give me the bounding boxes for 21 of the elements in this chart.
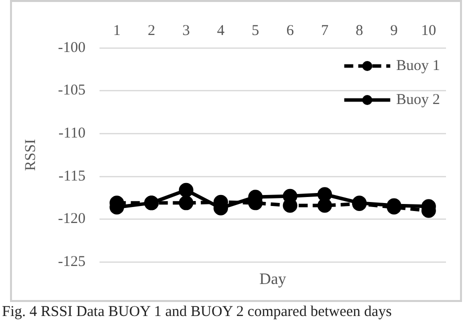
x-tick-label: 8 xyxy=(356,22,364,39)
x-tick-label: 10 xyxy=(421,22,436,39)
x-axis-title: Day xyxy=(259,271,286,288)
x-tick-label: 5 xyxy=(252,22,260,39)
y-tick-label: -100 xyxy=(58,40,86,56)
x-tick-label: 2 xyxy=(148,22,156,39)
x-tick-label: 9 xyxy=(390,22,398,39)
legend-label: Buoy 2 xyxy=(396,92,440,108)
caption: Fig. 4 RSSI Data BUOY 1 and BUOY 2 compared between days xyxy=(2,304,392,321)
legend-label: Buoy 1 xyxy=(396,58,440,74)
x-tick-label: 3 xyxy=(182,22,190,39)
y-axis-title: RSSI xyxy=(22,139,39,171)
x-tick-label: 1 xyxy=(113,22,121,39)
y-tick-label: -110 xyxy=(58,126,86,142)
y-tick-label: -125 xyxy=(58,254,86,270)
x-tick-label: 4 xyxy=(217,22,226,39)
y-tick-label: -105 xyxy=(58,82,86,99)
y-tick-label: -115 xyxy=(58,168,86,184)
x-tick-label: 7 xyxy=(320,22,329,39)
x-tick-label: 6 xyxy=(286,22,294,39)
y-tick-label: -120 xyxy=(58,211,86,228)
